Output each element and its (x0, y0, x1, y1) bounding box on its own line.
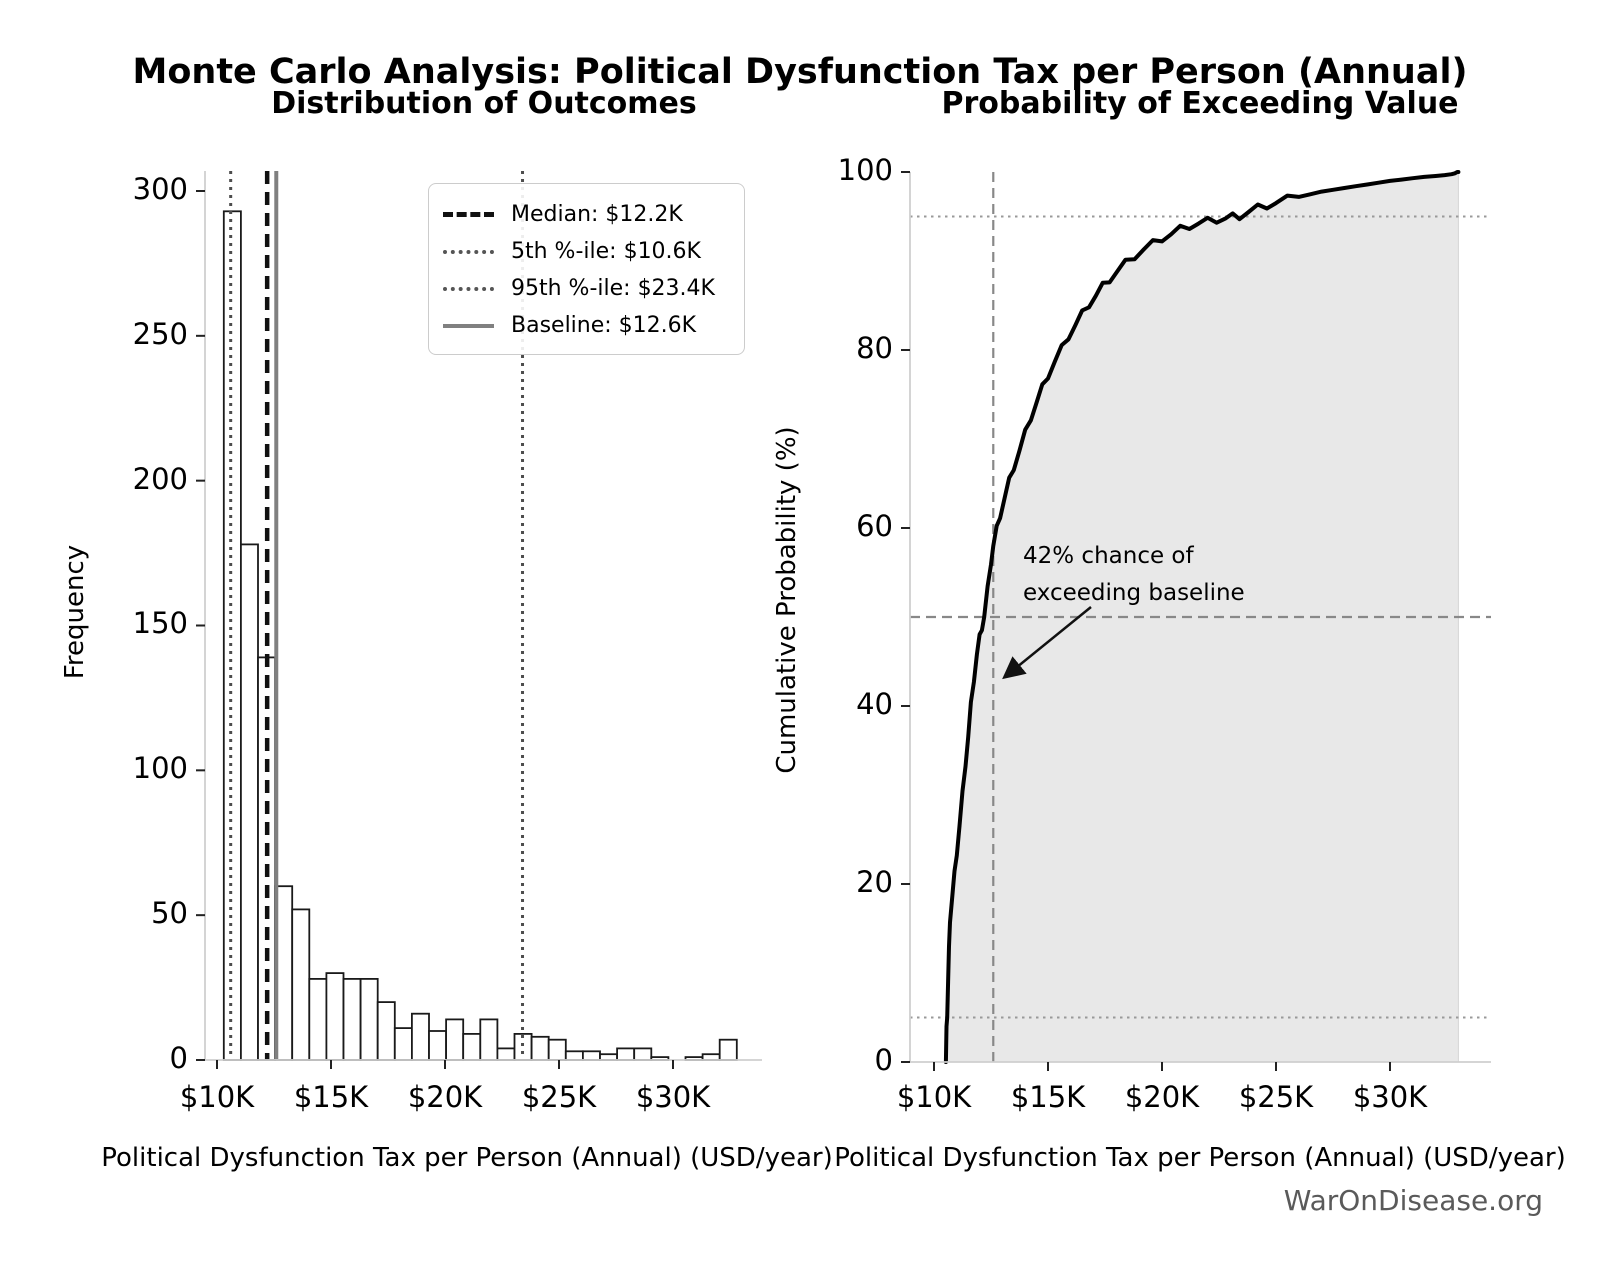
histogram-bar (325, 972, 345, 1061)
left-y-axis-label: Frequency (60, 544, 90, 680)
left-y-tick-label: 250 (132, 316, 188, 351)
histogram-bar (239, 543, 259, 1061)
annotation-line-1: 42% chance of (1023, 543, 1194, 569)
annotation-line-2: exceeding baseline (1023, 580, 1245, 606)
left-y-tick-label: 0 (169, 1041, 188, 1075)
percentile-5-line-sample (443, 249, 494, 254)
histogram-bar (479, 1018, 499, 1061)
histogram-bar (428, 1030, 448, 1061)
right-y-tick-label: 0 (874, 1043, 893, 1077)
left-y-tick-label: 100 (132, 751, 188, 786)
right-x-axis-label: Political Dysfunction Tax per Person (An… (834, 1143, 1566, 1173)
histogram-bar (308, 978, 328, 1061)
annotation-arrow (1002, 606, 1092, 680)
left-x-tick-label: $15K (293, 1080, 369, 1114)
histogram-bar (445, 1018, 465, 1061)
median-line-sample (443, 212, 494, 217)
watermark: WarOnDisease.org (1283, 1184, 1543, 1217)
histogram-bar (410, 1012, 430, 1061)
histogram-bar (376, 1001, 396, 1061)
right-y-tick-label: 60 (856, 509, 893, 543)
right-y-axis-label: Cumulative Probability (%) (772, 426, 802, 774)
histogram-bar (530, 1035, 550, 1061)
left-y-tick-label: 50 (151, 896, 188, 931)
histogram-bar (462, 1033, 482, 1061)
right-y-tick-label: 40 (856, 687, 893, 721)
left-x-tick-label: $25K (521, 1080, 597, 1114)
percentile-95-line-sample (443, 286, 494, 291)
left-chart-title: Distribution of Outcomes (271, 86, 697, 121)
right-y-tick-label: 80 (856, 331, 893, 365)
histogram-bar (547, 1038, 567, 1061)
left-y-tick-label: 150 (132, 606, 188, 641)
histogram-bar (393, 1027, 413, 1061)
right-x-tick-label: $30K (1352, 1080, 1428, 1114)
legend-label: Baseline: $12.6K (511, 313, 697, 338)
baseline-line-sample (443, 323, 494, 328)
left-x-tick-label: $30K (635, 1080, 711, 1114)
legend-label: 95th %-ile: $23.4K (511, 276, 715, 301)
right-x-tick-label: $20K (1124, 1080, 1200, 1114)
legend-item-baseline: Baseline: $12.6K (443, 307, 730, 344)
legend-item-p5: 5th %-ile: $10.6K (443, 233, 730, 270)
right-y-tick-label: 20 (856, 865, 893, 899)
right-x-tick-label: $15K (1010, 1080, 1086, 1114)
annotation-text: 42% chance of exceeding baseline (1023, 538, 1245, 612)
left-y-tick-label: 300 (132, 171, 188, 206)
legend-label: Median: $12.2K (511, 202, 683, 227)
histogram-bar (564, 1050, 584, 1061)
histogram-bar (291, 908, 311, 1061)
histogram-bar (582, 1050, 601, 1061)
left-y-tick-label: 200 (132, 461, 188, 496)
left-x-tick-label: $20K (407, 1080, 483, 1114)
histogram-bar (718, 1038, 738, 1061)
legend-item-p95: 95th %-ile: $23.4K (443, 270, 730, 307)
legend: Median: $12.2K 5th %-ile: $10.6K 95th %-… (428, 183, 745, 355)
right-chart-title: Probability of Exceeding Value (941, 86, 1459, 121)
right-x-tick-label: $10K (896, 1080, 972, 1114)
legend-label: 5th %-ile: $10.6K (511, 239, 701, 264)
histogram-bar (222, 210, 242, 1061)
left-x-axis-label: Political Dysfunction Tax per Person (An… (101, 1143, 833, 1173)
histogram-bar (616, 1047, 636, 1061)
histogram-bar (359, 978, 379, 1061)
histogram-bar (496, 1047, 516, 1061)
legend-item-median: Median: $12.2K (443, 196, 730, 233)
right-x-tick-label: $25K (1238, 1080, 1314, 1114)
figure-title: Monte Carlo Analysis: Political Dysfunct… (132, 52, 1468, 92)
histogram-bar (633, 1047, 653, 1061)
cdf-curve (943, 170, 1461, 1064)
left-x-tick-label: $10K (179, 1080, 255, 1114)
histogram-bar (342, 978, 362, 1061)
right-y-tick-label: 100 (837, 153, 893, 187)
